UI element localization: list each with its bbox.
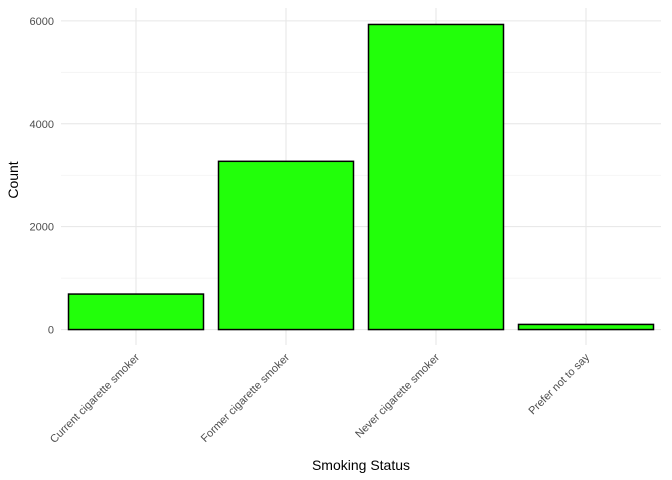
y-axis-title: Count bbox=[5, 161, 21, 198]
bar bbox=[517, 323, 655, 331]
bar bbox=[217, 160, 355, 331]
bar bbox=[367, 23, 505, 331]
x-axis-title: Smoking Status bbox=[312, 457, 410, 473]
y-tick-label: 6000 bbox=[30, 16, 54, 28]
x-tick-labels: Current cigarette smoker Former cigarette… bbox=[48, 351, 592, 445]
y-tick-label: 0 bbox=[48, 325, 54, 337]
y-tick-labels: 0 2000 4000 6000 bbox=[30, 16, 54, 337]
y-tick-label: 2000 bbox=[30, 222, 54, 234]
x-tick-label: Prefer not to say bbox=[527, 351, 593, 417]
y-tick-label: 4000 bbox=[30, 119, 54, 131]
bars bbox=[67, 23, 655, 331]
bar bbox=[67, 293, 205, 331]
x-tick-label: Never cigarette smoker bbox=[353, 351, 442, 440]
x-tick-label: Current cigarette smoker bbox=[48, 351, 142, 445]
x-tick-label: Former cigarette smoker bbox=[199, 351, 292, 444]
